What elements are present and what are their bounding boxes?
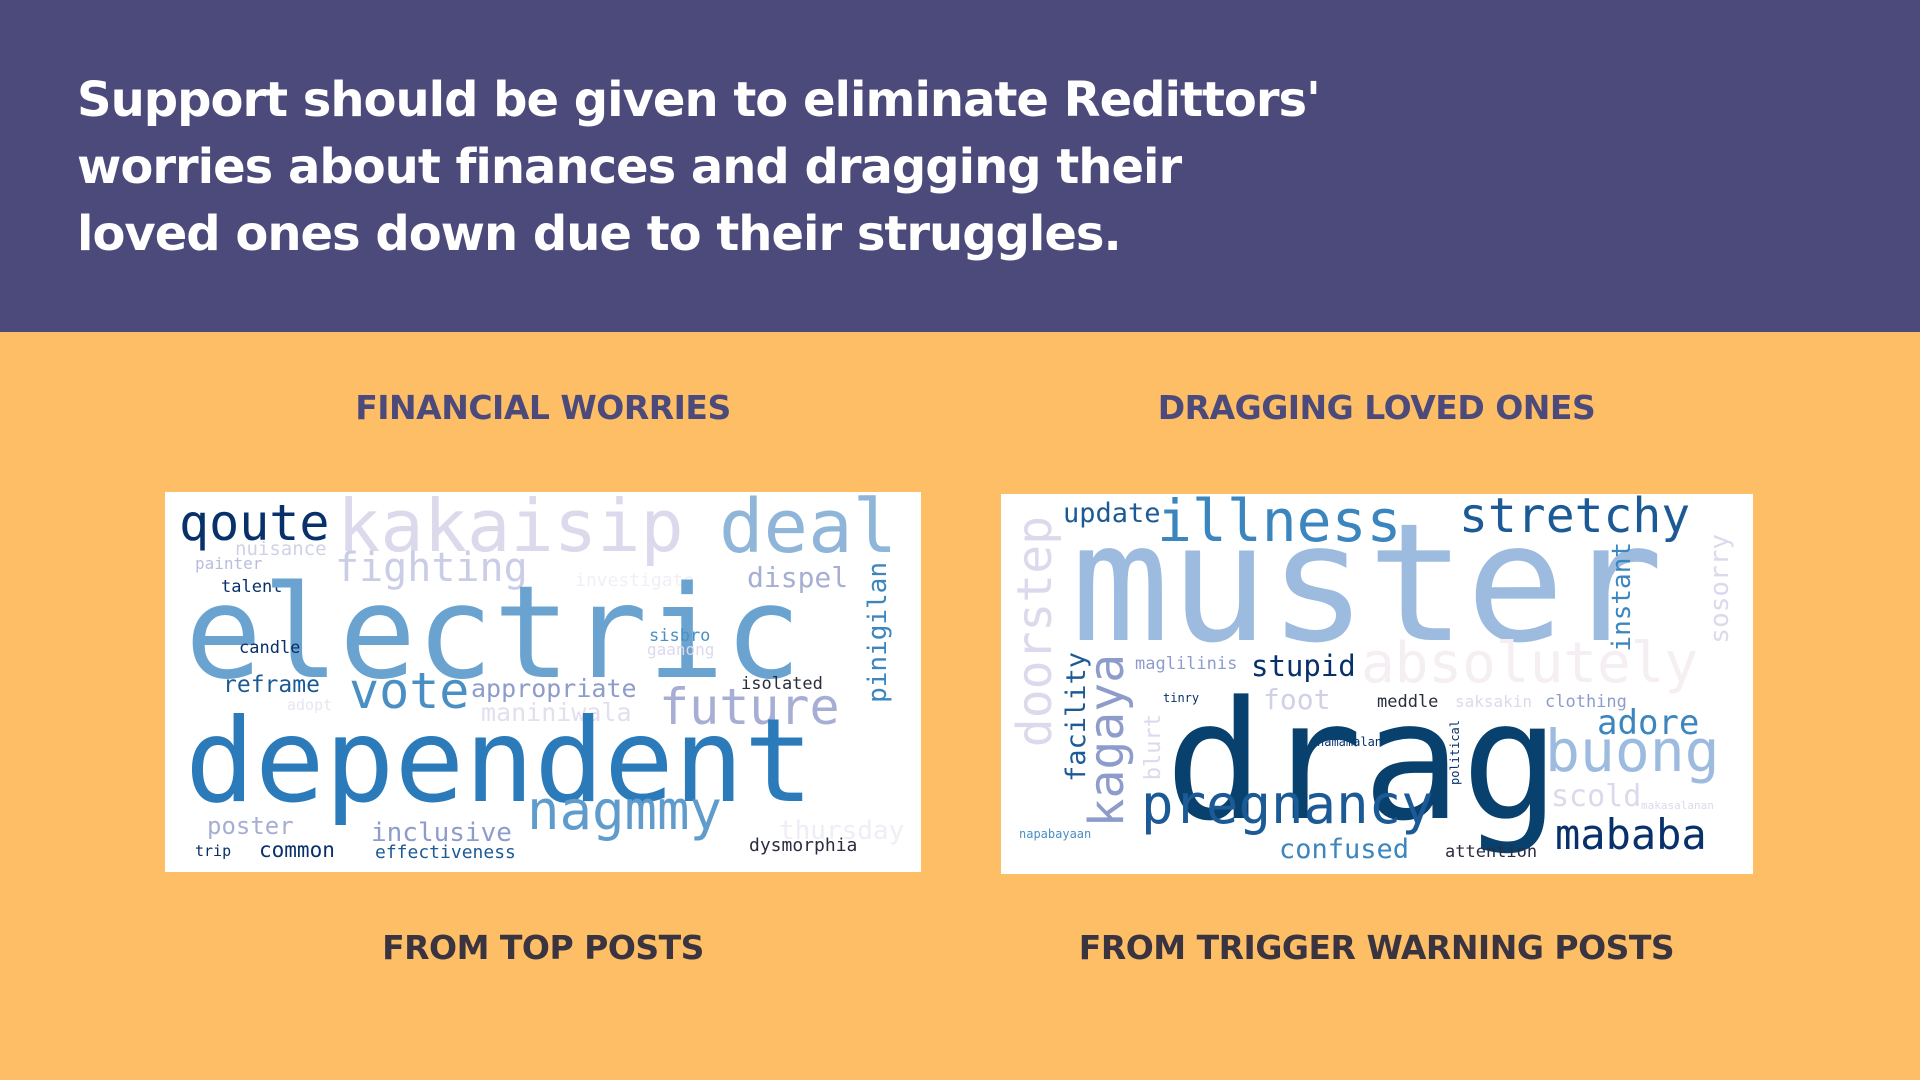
panel-title-financial: FINANCIAL WORRIES [355,388,731,427]
cloud-word: foot [1263,683,1331,716]
cloud-word: meddle [1377,692,1439,712]
cloud-word: inclusive [371,818,512,848]
cloud-word: nagmmy [527,779,723,842]
panel-source-top-posts: FROM TOP POSTS [382,928,704,967]
cloud-word: dysmorphia [749,835,858,856]
cloud-word: namamalan [1317,735,1383,749]
cloud-word: stretchy [1459,494,1691,544]
cloud-word: appropriate [471,674,637,703]
cloud-word: isolated [741,674,823,694]
cloud-word: blurt [1141,714,1166,781]
cloud-word: poster [207,812,294,840]
cloud-word: absolutely [1361,631,1699,696]
cloud-word: saksakin [1455,692,1533,711]
cloud-word: gaanong [647,640,715,659]
cloud-word: makasalanan [1641,799,1714,812]
cloud-word: dependent [185,694,814,829]
cloud-word: update [1063,498,1161,529]
cloud-word: electric [185,559,802,708]
cloud-word: clothing [1545,692,1627,712]
cloud-word: vote [349,662,470,720]
cloud-word: future [659,678,840,736]
cloud-word: thursday [779,816,905,846]
cloud-word: napabayaan [1019,827,1092,841]
cloud-word: adore [1597,703,1700,743]
cloud-word: painter [195,554,263,573]
cloud-word: muster [1071,494,1664,679]
cloud-word: nuisance [235,538,327,560]
cloud-word: trip [195,842,232,860]
cloud-word: kagaya [1079,654,1135,828]
cloud-word: pinigilan [863,562,893,703]
cloud-word: kakaisip [337,492,684,568]
cloud-word: candle [239,638,301,658]
panel-source-trigger-warning: FROM TRIGGER WARNING POSTS [1078,928,1675,967]
cloud-word: common [259,838,335,862]
word-cloud-dragging: update illness stretchy doorstep muster … [1001,494,1753,874]
cloud-word: attention [1445,842,1538,862]
word-cloud-financial: qoute kakaisip deal nuisance painter fig… [165,492,921,872]
cloud-word: buong [1545,717,1720,785]
cloud-word: confused [1279,834,1410,865]
cloud-word: tinry [1163,691,1200,705]
panel-title-dragging: DRAGGING LOVED ONES [1157,388,1596,427]
cloud-word: mababa [1555,810,1707,859]
cloud-word: sisbro [649,626,711,646]
cloud-word: deal [719,492,898,570]
cloud-word: scold [1551,779,1642,814]
header-banner: Support should be given to eliminate Red… [0,0,1920,332]
cloud-word: adopt [287,696,333,714]
cloud-word: sosorry [1705,534,1735,644]
cloud-word: talent [221,577,283,597]
cloud-word: illness [1157,494,1402,555]
cloud-word: reframe [223,672,320,698]
cloud-word: dispel [747,561,849,594]
cloud-word: drag [1165,666,1560,857]
cloud-word: qoute [179,494,330,552]
cloud-word: doorstep [1007,516,1063,748]
cloud-word: investigate [575,570,695,591]
cloud-word: effectiveness [375,842,516,863]
cloud-word: maglilinis [1135,654,1238,674]
headline: Support should be given to eliminate Red… [77,72,1321,262]
cloud-word: maniniwala [481,698,632,727]
cloud-word: fighting [335,545,528,591]
cloud-word: stupid [1251,649,1356,683]
cloud-word: pregnancy [1141,773,1434,836]
